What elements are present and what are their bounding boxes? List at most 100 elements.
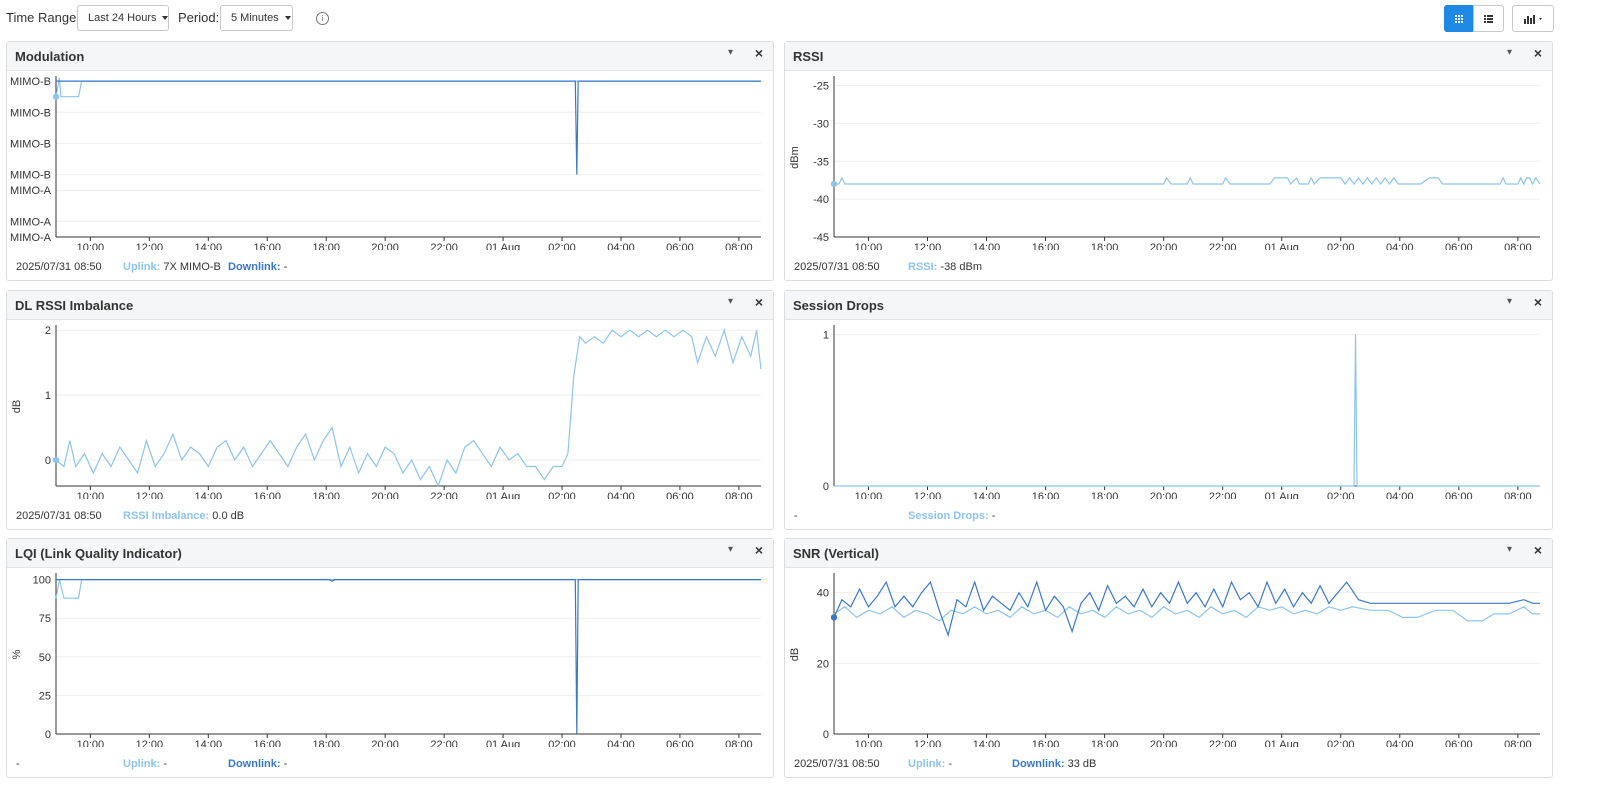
legend-key: Downlink: [228, 758, 281, 770]
x-tick-label: 14:00 [973, 242, 1001, 250]
data-point-marker[interactable] [52, 456, 60, 464]
collapse-icon[interactable]: ▾ [727, 544, 733, 555]
chart: 40 20 0 10:00 12:00 14:00 16:00 18:00 20:00 22:00… [789, 573, 1540, 747]
footer-legend-item: RSSI: -38 dBm [908, 261, 982, 273]
legend-key: Uplink: [908, 758, 946, 770]
x-tick-label: 06:00 [1445, 242, 1473, 250]
x-tick-label: 08:00 [725, 491, 753, 499]
grid-icon [1455, 15, 1463, 23]
period-value: 5 Minutes [231, 12, 279, 24]
chart: 8X MIMO-B 6X MIMO-B 4X MIMO-B 2X MIMO-B 4X M… [7, 76, 761, 250]
x-tick-label: 08:00 [1504, 739, 1532, 747]
data-point-marker[interactable] [830, 180, 838, 188]
close-icon[interactable]: × [754, 542, 763, 558]
x-tick-label: 22:00 [430, 739, 458, 747]
legend-key: Session Drops: [908, 510, 989, 522]
footer-date: 2025/07/31 08:50 [16, 510, 102, 522]
collapse-icon[interactable]: ▾ [1506, 544, 1512, 555]
legend-value: 7X MIMO-B [163, 261, 221, 273]
panel-rssi: RSSI ▾ × -25 -30 -35 -40 -45 10:00 12:00 14:00 1… [784, 41, 1553, 281]
grid-view-button[interactable] [1444, 5, 1474, 32]
panel-footer: 2025/07/31 08:50 Uplink: - Downlink: 33 … [785, 755, 1552, 777]
period-dropdown[interactable]: 5 Minutes [220, 5, 293, 31]
x-tick-label: 18:00 [1091, 739, 1119, 747]
panel-header: LQI (Link Quality Indicator) ▾ × [7, 539, 773, 568]
bar-chart-icon [1524, 15, 1542, 24]
y-tick-label: -35 [813, 156, 829, 168]
x-tick-label: 22:00 [430, 242, 458, 250]
x-tick-label: 06:00 [666, 242, 694, 250]
legend-value: - [991, 510, 996, 522]
data-point-marker[interactable] [830, 614, 838, 621]
y-axis-label: dB [789, 648, 801, 661]
time-range-value: Last 24 Hours [88, 12, 157, 24]
series-line-downlink [56, 579, 761, 735]
panel-footer: 2025/07/31 08:50 RSSI Imbalance: 0.0 dB [7, 507, 773, 529]
chart-options-dropdown[interactable] [1512, 5, 1554, 32]
collapse-icon[interactable]: ▾ [1506, 296, 1512, 307]
panel-title: LQI (Link Quality Indicator) [15, 546, 182, 561]
x-tick-label: 20:00 [371, 739, 399, 747]
collapse-icon[interactable]: ▾ [1506, 47, 1512, 58]
x-tick-label: 08:00 [725, 739, 753, 747]
panel-header: Modulation ▾ × [7, 42, 773, 71]
legend-value: -38 dBm [940, 261, 982, 273]
series-line-rssi-imbalance [55, 328, 762, 488]
x-tick-label: 12:00 [136, 491, 164, 499]
panel-modulation: Modulation ▾ × 8X MIMO-B 6X MIMO-B 4X MIMO… [6, 41, 774, 281]
x-tick-label: 10:00 [855, 242, 883, 250]
panel-title: DL RSSI Imbalance [15, 298, 134, 313]
y-tick-label: -40 [813, 194, 829, 206]
y-tick-label: -30 [813, 118, 829, 130]
panel-title: Session Drops [793, 298, 885, 313]
x-tick-label: 14:00 [195, 242, 223, 250]
collapse-icon[interactable]: ▾ [727, 47, 733, 58]
y-tick-label: 4X MIMO-B [7, 138, 51, 150]
close-icon[interactable]: × [754, 294, 763, 310]
x-tick-label: 14:00 [973, 739, 1001, 747]
close-icon[interactable]: × [1533, 542, 1542, 558]
y-tick-label: 2X MIMO-A [7, 216, 52, 228]
x-tick-label: 02:00 [548, 739, 576, 747]
x-tick-label: 04:00 [1386, 242, 1414, 250]
x-tick-label: 06:00 [666, 739, 694, 747]
x-tick-label: 12:00 [914, 739, 942, 747]
x-tick-label: 16:00 [253, 491, 281, 499]
y-axis-label: dB [11, 400, 23, 413]
x-tick-label: 06:00 [1445, 739, 1473, 747]
close-icon[interactable]: × [754, 45, 763, 61]
y-tick-label: 0 [45, 455, 51, 467]
close-icon[interactable]: × [1533, 294, 1542, 310]
data-point-marker[interactable] [52, 93, 60, 100]
x-tick-label: 16:00 [1032, 242, 1060, 250]
time-range-label: Time Range: [6, 10, 80, 25]
time-range-dropdown[interactable]: Last 24 Hours [77, 5, 169, 31]
x-tick-label: 10:00 [855, 491, 883, 499]
panel-title: Modulation [15, 49, 85, 64]
panel-snr-vertical: SNR (Vertical) ▾ × 40 20 0 10:00 12:00 14:00 1… [784, 538, 1553, 778]
y-tick-label: 4X MIMO-A [7, 185, 52, 197]
y-tick-label: 0 [45, 729, 51, 741]
y-tick-label: 40 [817, 588, 829, 600]
series-line-uplink [833, 606, 1540, 622]
x-tick-label: 02:00 [548, 491, 576, 499]
list-view-button[interactable] [1473, 5, 1504, 32]
x-tick-label: 10:00 [77, 739, 105, 747]
legend-value: - [283, 261, 288, 273]
panel-header: RSSI ▾ × [785, 42, 1552, 71]
x-tick-label: 14:00 [195, 491, 223, 499]
collapse-icon[interactable]: ▾ [727, 296, 733, 307]
footer-date: 2025/07/31 08:50 [16, 261, 102, 273]
close-icon[interactable]: × [1533, 45, 1542, 61]
x-tick-label: 22:00 [430, 491, 458, 499]
x-tick-label: 20:00 [1150, 242, 1178, 250]
panel-header: Session Drops ▾ × [785, 291, 1552, 320]
info-icon[interactable]: i [316, 12, 329, 25]
x-tick-label: 12:00 [914, 242, 942, 250]
panel-dl-rssi-imbalance: DL RSSI Imbalance ▾ × 2 1 0 10:00 12:00 14:00… [6, 290, 774, 530]
series-line-downlink [833, 580, 1540, 638]
panel-title: SNR (Vertical) [793, 546, 879, 561]
x-tick-label: 10:00 [855, 739, 883, 747]
x-tick-label: 06:00 [666, 491, 694, 499]
y-tick-label: 25 [39, 690, 51, 702]
